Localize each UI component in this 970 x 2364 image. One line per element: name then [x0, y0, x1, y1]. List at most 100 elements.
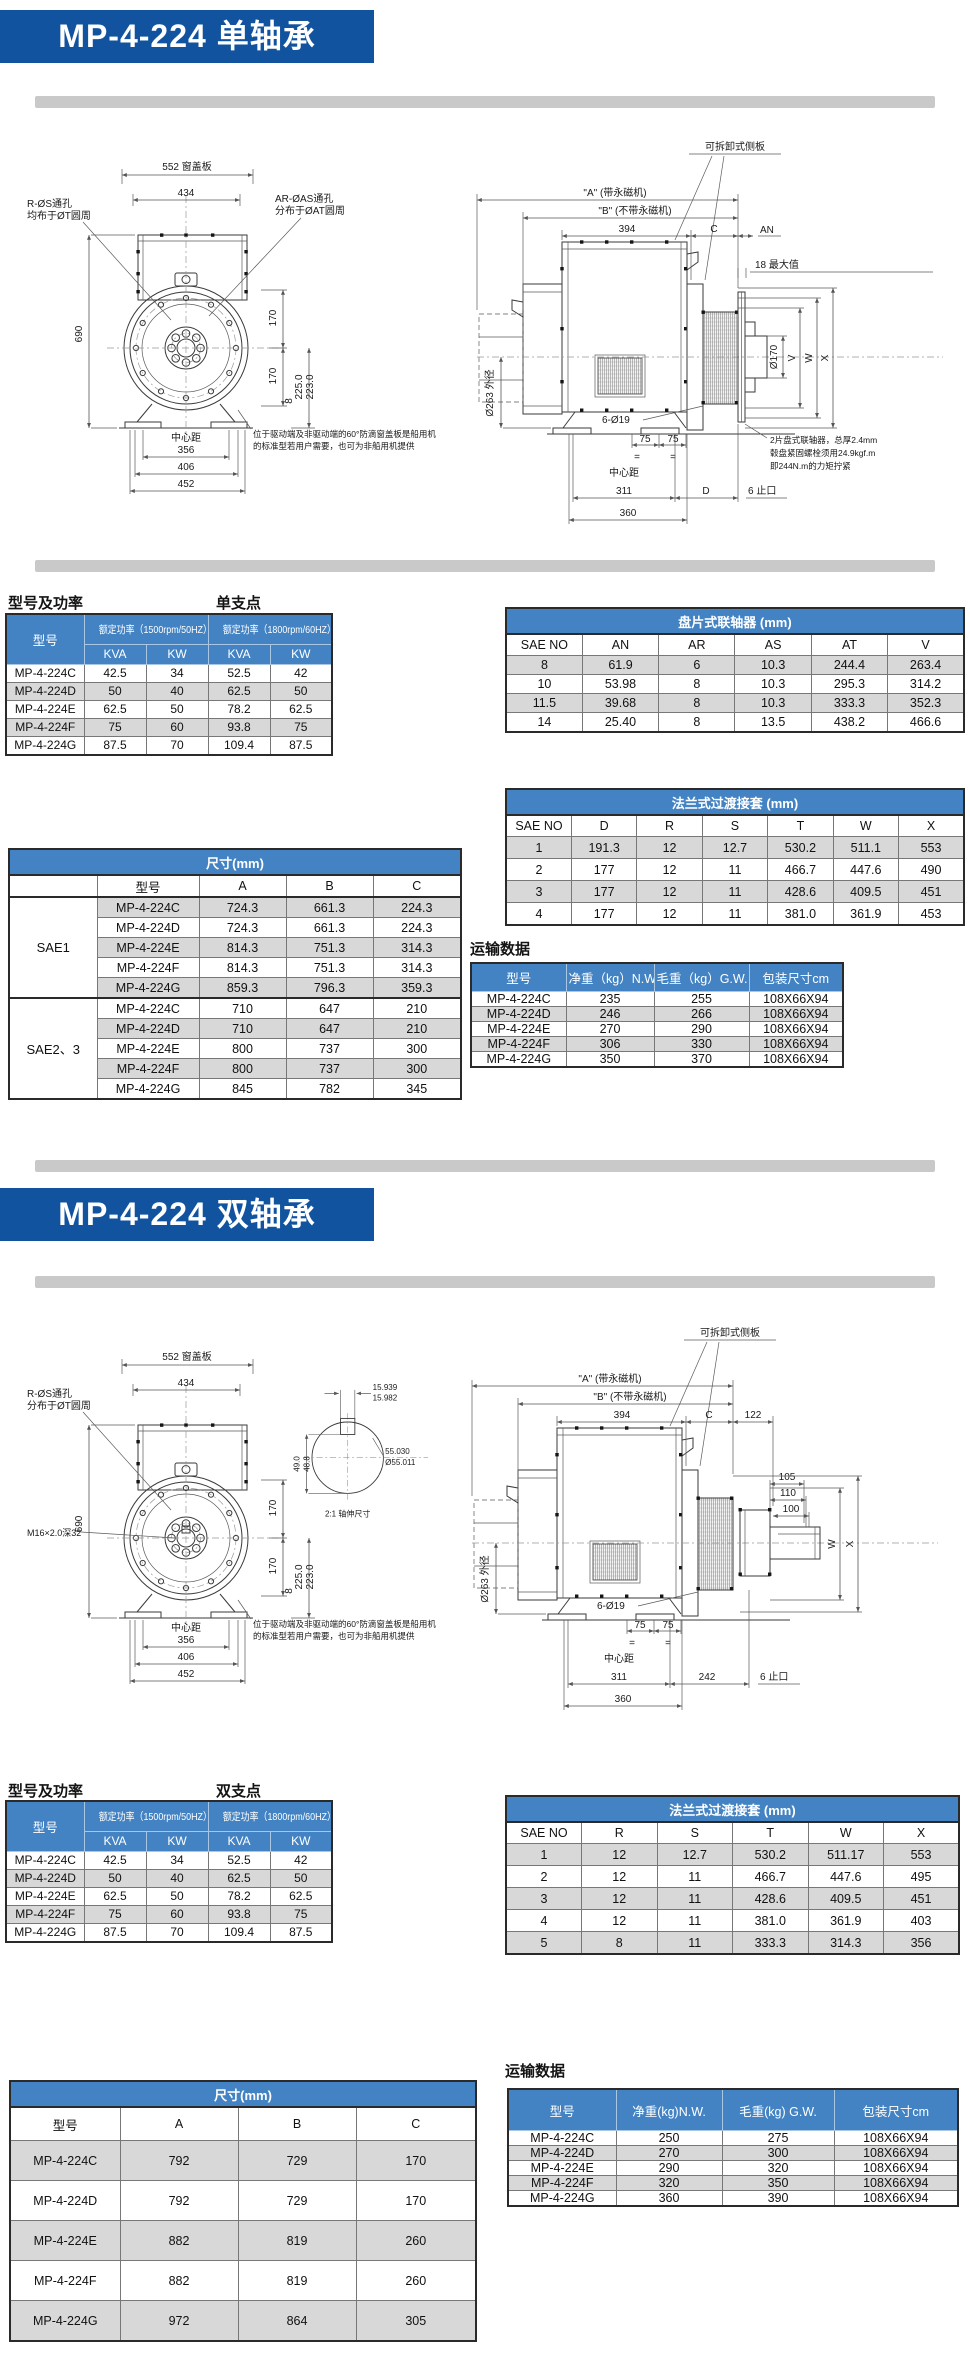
table-cell: 108X66X94 [748, 1005, 844, 1022]
table-row: SAE2、3 MP-4-224C 710 647 210 [8, 997, 462, 1100]
table-row: 14 25.40 8 13.5 438.2 466.6 [505, 712, 965, 733]
table-cell: 53.98 [581, 674, 660, 694]
table-cell: 8 [658, 674, 736, 694]
hole-callout: 6-Ø19 [602, 415, 630, 426]
table-cell: 737 [285, 1038, 374, 1059]
table-cell: 12 [581, 1843, 658, 1866]
dim-label: 242 [699, 1672, 716, 1683]
power-table-single-bearing: 型号 额定功率（1500rpm/50HZ）400V 额定功率（1800rpm/6… [5, 613, 333, 756]
dim-label: 394 [619, 224, 636, 235]
table-cell: 972 [119, 2300, 239, 2342]
power-table-double-bearing: 型号 额定功率（1500rpm/50HZ）400V 额定功率（1800rpm/6… [5, 1800, 333, 1943]
table-cell: 306 [565, 1035, 655, 1052]
table-cell: 10.3 [734, 693, 812, 713]
table-cell: 50 [145, 1886, 209, 1906]
table-cell: MP-4-224D [5, 1868, 85, 1888]
table-cell: 466.7 [767, 858, 834, 881]
col-package-size: 包装尺寸cm [748, 962, 844, 992]
table-row: MP-4-224C 42.5 34 52.5 42 [5, 663, 333, 683]
table-cell: 370 [653, 1050, 750, 1067]
dim-label: 100 [783, 1504, 800, 1515]
table-cell: MP-4-224E [507, 2160, 617, 2176]
table-cell: 724.3 [198, 917, 287, 938]
table-row: 8 61.9 6 10.3 244.4 263.4 [505, 655, 965, 675]
note-text: 的标准型若用户需要，也可为非船用机提供 [253, 441, 415, 451]
col-kva: KVA [83, 643, 147, 665]
dim-label: 311 [616, 486, 632, 497]
table-cell: 1 [505, 836, 572, 859]
col-header: X [883, 1821, 960, 1844]
table-cell: 782 [285, 1078, 374, 1100]
col-header: R [581, 1821, 658, 1844]
table-cell: 177 [570, 858, 638, 881]
dim-label: 170 [268, 367, 279, 384]
table-row: 2 177 12 11 466.7 447.6 490 [505, 858, 965, 881]
table-cell: MP-4-224E [9, 2220, 121, 2261]
table-row: MP-4-224G 360 390 108X66X94 [507, 2190, 959, 2207]
table-cell: MP-4-224E [5, 1886, 85, 1906]
table-cell: 40 [145, 681, 209, 701]
transport-table-single: 型号 净重（kg）N.W. 毛重（kg）G.W. 包装尺寸cm MP-4-224… [470, 962, 844, 1068]
table-cell: MP-4-224G [9, 2300, 121, 2342]
col-header: AN [581, 633, 660, 656]
table-cell: 6 [658, 655, 736, 675]
table-cell: 845 [198, 1078, 287, 1100]
table-cell: MP-4-224F [96, 957, 200, 978]
table-cell: 260 [355, 2260, 477, 2301]
table-row: SAE1 MP-4-224C 724.3 661.3 224.3 [8, 896, 462, 999]
table-cell: 882 [119, 2220, 239, 2261]
dim-label: AN [760, 225, 774, 236]
table-title: 盘片式联轴器 (mm) [505, 607, 965, 635]
col-header: S [656, 1821, 733, 1844]
dimensions-table-single: 尺寸(mm) 型号 A B C SAE1 MP-4-224C 724.3 661.3 2… [8, 848, 463, 1100]
table-cell: 451 [883, 1887, 960, 1910]
dim-label: 434 [178, 188, 195, 199]
table-cell: 300 [721, 2145, 835, 2161]
dim-label: 360 [620, 508, 637, 519]
table-cell: 314.3 [372, 937, 462, 958]
transport-data-label: 运输数据 [470, 941, 531, 958]
table-cell: 796.3 [285, 977, 374, 999]
table-cell: MP-4-224G [5, 1922, 85, 1942]
dim-label: D [702, 486, 709, 497]
table-row: MP-4-224F 814.3 751.3 314.3 [9, 957, 462, 978]
divider-bar [35, 560, 935, 572]
empty-cell [8, 874, 98, 898]
table-cell: 12.7 [701, 836, 769, 859]
table-cell: MP-4-224D [9, 2180, 121, 2221]
col-kva: KVA [83, 1830, 147, 1852]
dimensions-table-double: 尺寸(mm) 型号 A B C MP-4-224C 792 729 170 MP-4-2… [9, 2080, 478, 2342]
table-cell: 108X66X94 [748, 1035, 844, 1052]
table-cell: 210 [372, 997, 462, 1019]
table-cell: 352.3 [887, 693, 965, 713]
table-cell: 62.5 [269, 1886, 333, 1906]
table-cell: 530.2 [767, 836, 834, 859]
dim-label: 690 [74, 325, 85, 342]
table-cell: MP-4-224E [96, 1038, 200, 1059]
table-cell: 320 [721, 2160, 835, 2176]
table-cell: 108X66X94 [748, 990, 844, 1007]
table-cell: 42.5 [83, 663, 147, 683]
models-power-label: 型号及功率 [8, 595, 84, 612]
table-cell: MP-4-224G [96, 977, 200, 999]
table-cell: 729 [237, 2180, 357, 2221]
table-cell: 50 [269, 1868, 333, 1888]
hole-callout: AR-ØAS通孔 [275, 193, 333, 205]
table-cell: MP-4-224C [5, 1850, 85, 1870]
table-cell: 62.5 [207, 1868, 271, 1888]
col-50hz: 额定功率（1500rpm/50HZ）400V [83, 613, 209, 645]
table-cell: MP-4-224C [5, 663, 85, 683]
front-view-dimensions: 552 窗盖板 434 690 170 170 225.0 223.0 8 中心… [74, 160, 436, 494]
col-b: B [237, 2106, 357, 2141]
note-text: 2片盘式联轴器，总厚2.4mm [770, 435, 877, 445]
dim-label: Ø263 外径 [483, 369, 496, 416]
table-cell: 11 [656, 1887, 733, 1910]
table-row: MP-4-224E 270 290 108X66X94 [470, 1020, 844, 1037]
table-row: MP-4-224C 792 729 170 [9, 2140, 477, 2181]
table-cell: MP-4-224F [9, 2260, 121, 2301]
table-cell: 819 [237, 2260, 357, 2301]
table-cell: 25.40 [581, 712, 660, 733]
col-kw: KW [145, 1830, 209, 1852]
models-power-label: 型号及功率 [8, 1783, 84, 1800]
table-cell: 710 [198, 1018, 287, 1039]
